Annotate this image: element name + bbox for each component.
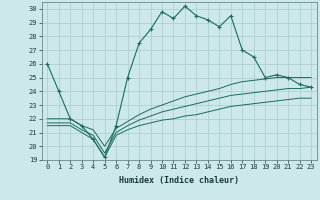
X-axis label: Humidex (Indice chaleur): Humidex (Indice chaleur)	[119, 176, 239, 185]
